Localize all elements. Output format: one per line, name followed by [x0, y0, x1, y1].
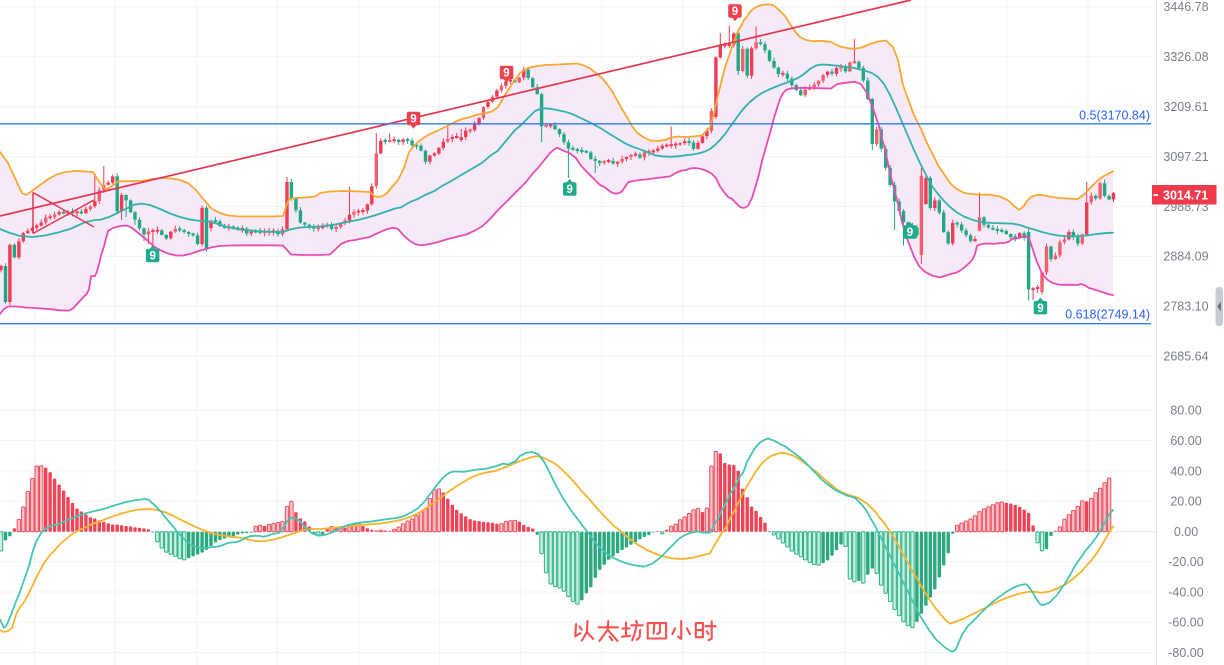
- svg-text:0.618(2749.14): 0.618(2749.14): [1065, 308, 1150, 322]
- svg-text:3097.21: 3097.21: [1163, 150, 1208, 164]
- svg-text:3209.61: 3209.61: [1163, 100, 1208, 114]
- svg-text:80.00: 80.00: [1170, 404, 1201, 418]
- svg-text:9: 9: [410, 114, 416, 126]
- svg-text:0.00: 0.00: [1174, 525, 1198, 539]
- svg-text:9: 9: [1037, 303, 1043, 315]
- svg-text:3446.78: 3446.78: [1163, 0, 1208, 14]
- svg-text:2783.10: 2783.10: [1163, 300, 1208, 314]
- svg-text:2685.64: 2685.64: [1163, 350, 1208, 364]
- svg-text:3014.71: 3014.71: [1163, 188, 1208, 202]
- svg-text:60.00: 60.00: [1170, 434, 1201, 448]
- svg-text:9: 9: [566, 184, 572, 196]
- svg-text:2884.09: 2884.09: [1163, 250, 1208, 264]
- svg-text:-60.00: -60.00: [1168, 616, 1203, 630]
- svg-text:-40.00: -40.00: [1168, 585, 1203, 599]
- svg-text:40.00: 40.00: [1170, 464, 1201, 478]
- svg-text:9: 9: [732, 6, 738, 18]
- svg-text:0.5(3170.84): 0.5(3170.84): [1079, 109, 1150, 123]
- svg-text:9: 9: [503, 68, 509, 80]
- svg-text:9: 9: [907, 227, 913, 239]
- svg-text:-80.00: -80.00: [1168, 646, 1203, 660]
- svg-text:9: 9: [149, 251, 155, 263]
- svg-text:-20.00: -20.00: [1168, 555, 1203, 569]
- svg-text:3326.08: 3326.08: [1163, 50, 1208, 64]
- svg-text:20.00: 20.00: [1170, 495, 1201, 509]
